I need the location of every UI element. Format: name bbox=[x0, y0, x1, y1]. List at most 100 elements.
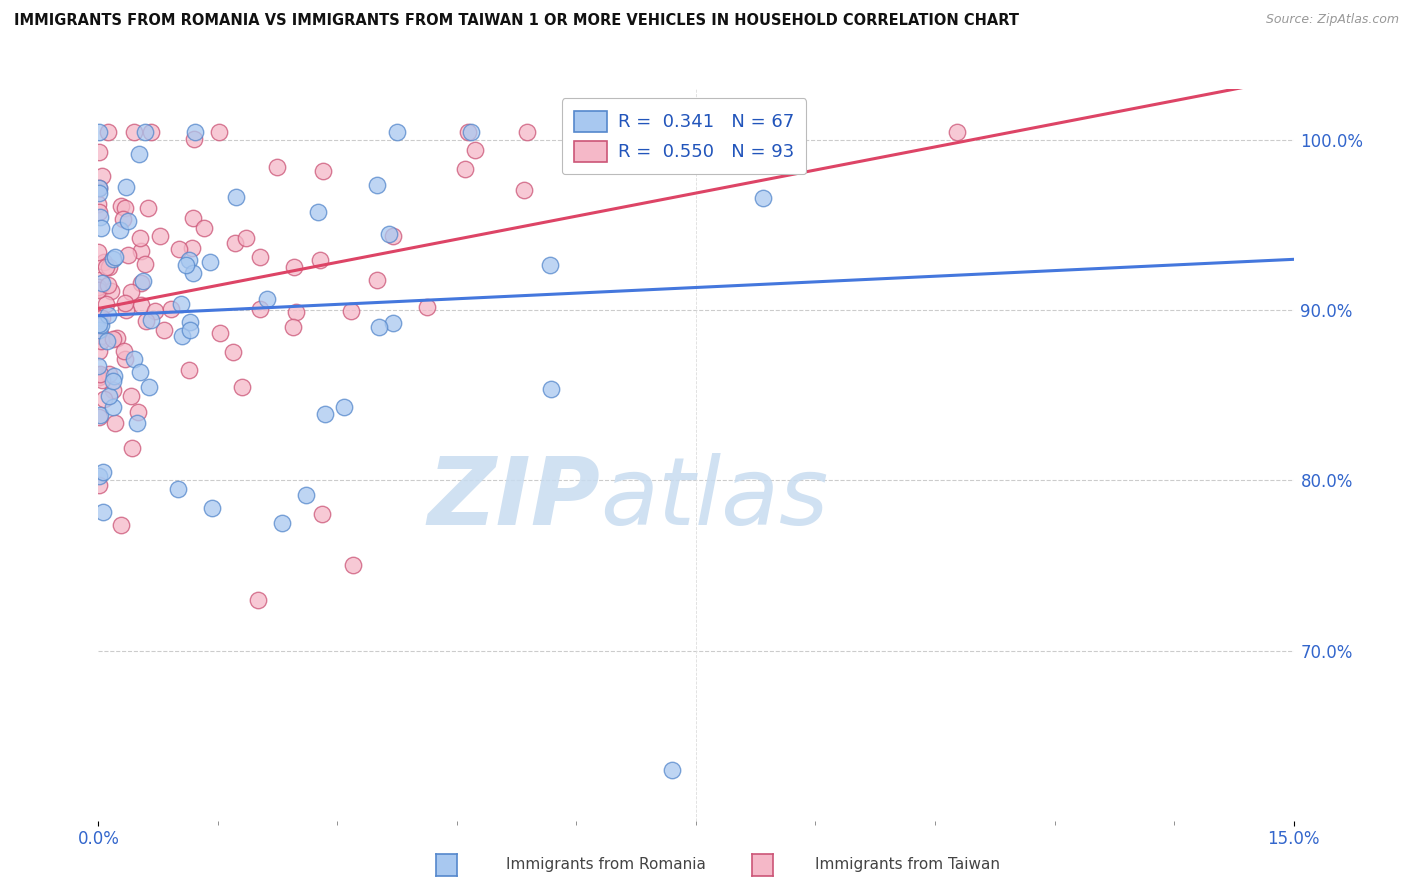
Point bbox=[246, 592, 269, 607]
Point bbox=[129, 297, 152, 311]
Point bbox=[295, 487, 318, 501]
Point bbox=[87, 468, 110, 483]
Point bbox=[181, 266, 204, 280]
Point bbox=[201, 501, 224, 516]
Point bbox=[457, 125, 479, 139]
Text: Immigrants from Romania: Immigrants from Romania bbox=[506, 857, 706, 872]
Point bbox=[266, 161, 288, 175]
Point bbox=[946, 125, 969, 139]
Point bbox=[124, 125, 146, 139]
Point bbox=[249, 250, 271, 264]
Point bbox=[170, 329, 193, 343]
Point bbox=[231, 380, 253, 394]
Point bbox=[89, 181, 111, 195]
Point bbox=[87, 283, 110, 297]
Point bbox=[385, 125, 408, 139]
Point bbox=[160, 301, 183, 316]
Point bbox=[103, 374, 125, 388]
Point bbox=[634, 125, 657, 139]
Point bbox=[127, 405, 149, 419]
Point bbox=[128, 146, 150, 161]
Point bbox=[87, 343, 110, 358]
Point bbox=[89, 478, 111, 492]
Point bbox=[312, 163, 335, 178]
Point bbox=[183, 132, 205, 146]
Point bbox=[177, 363, 200, 377]
Point bbox=[91, 276, 114, 290]
Point bbox=[366, 178, 388, 192]
Point bbox=[97, 309, 120, 323]
Point bbox=[114, 202, 136, 216]
Point bbox=[110, 517, 132, 532]
Point bbox=[91, 505, 114, 519]
Point bbox=[115, 180, 138, 194]
Point bbox=[101, 401, 124, 415]
Point bbox=[121, 442, 143, 456]
Point bbox=[222, 345, 245, 359]
Point bbox=[512, 183, 534, 197]
Point bbox=[89, 125, 111, 139]
Point bbox=[249, 301, 271, 316]
Point bbox=[91, 465, 114, 479]
Point bbox=[538, 258, 561, 272]
Point bbox=[314, 407, 336, 421]
Point bbox=[101, 332, 124, 346]
Point bbox=[333, 400, 356, 414]
Point bbox=[114, 352, 136, 367]
Point bbox=[127, 416, 149, 430]
Point bbox=[104, 416, 127, 430]
Point bbox=[134, 125, 156, 139]
Point bbox=[367, 320, 389, 334]
Point bbox=[141, 125, 163, 139]
Point bbox=[101, 252, 124, 267]
Point bbox=[143, 304, 166, 318]
Point bbox=[132, 274, 155, 288]
Point bbox=[181, 241, 204, 255]
Point bbox=[366, 273, 388, 287]
Point bbox=[382, 229, 405, 244]
Point bbox=[311, 508, 333, 522]
Point bbox=[135, 314, 157, 328]
Point bbox=[224, 235, 246, 250]
Point bbox=[103, 383, 125, 397]
Point bbox=[235, 231, 257, 245]
Point bbox=[120, 285, 142, 300]
Point bbox=[153, 323, 176, 337]
Point bbox=[200, 254, 222, 268]
Text: ZIP: ZIP bbox=[427, 453, 600, 545]
Point bbox=[87, 186, 110, 200]
Point bbox=[720, 125, 742, 139]
Point bbox=[89, 367, 111, 381]
Point bbox=[98, 389, 121, 403]
Point bbox=[89, 408, 111, 422]
Point bbox=[90, 329, 112, 343]
Point bbox=[87, 145, 110, 159]
Point bbox=[105, 330, 128, 344]
Point bbox=[103, 369, 125, 384]
Point bbox=[87, 205, 110, 219]
Point bbox=[416, 301, 439, 315]
Point bbox=[516, 125, 538, 139]
Point bbox=[87, 368, 110, 382]
Point bbox=[460, 125, 482, 139]
Point bbox=[97, 260, 120, 274]
Point bbox=[114, 296, 136, 310]
Text: IMMIGRANTS FROM ROMANIA VS IMMIGRANTS FROM TAIWAN 1 OR MORE VEHICLES IN HOUSEHOL: IMMIGRANTS FROM ROMANIA VS IMMIGRANTS FR… bbox=[14, 13, 1019, 29]
Point bbox=[225, 190, 247, 204]
Point bbox=[87, 280, 110, 294]
Point bbox=[87, 410, 110, 425]
Point bbox=[307, 204, 329, 219]
Y-axis label: 1 or more Vehicles in Household: 1 or more Vehicles in Household bbox=[0, 331, 7, 579]
Point bbox=[117, 248, 139, 262]
Point bbox=[256, 293, 278, 307]
Point bbox=[209, 326, 232, 340]
Point bbox=[181, 211, 204, 226]
Point bbox=[179, 253, 201, 268]
Point bbox=[87, 359, 110, 374]
Point bbox=[114, 302, 136, 317]
Point bbox=[136, 201, 159, 215]
Point bbox=[94, 297, 117, 311]
Legend: R =  0.341   N = 67, R =  0.550   N = 93: R = 0.341 N = 67, R = 0.550 N = 93 bbox=[561, 98, 807, 174]
Point bbox=[179, 315, 201, 329]
Point bbox=[540, 382, 562, 396]
